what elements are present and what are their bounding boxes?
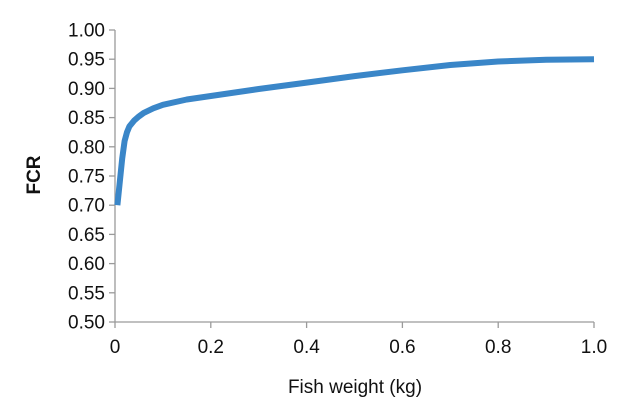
x-tick-label: 1.0: [581, 337, 607, 358]
x-tick-label: 0.6: [389, 337, 415, 358]
y-tick-label: 0.60: [68, 254, 105, 275]
y-tick-label: 0.80: [68, 137, 105, 158]
x-tick-label: 0: [110, 337, 121, 358]
x-tick-label: 0.8: [485, 337, 511, 358]
x-tick-label: 0.4: [293, 337, 320, 358]
y-tick-label: 0.75: [68, 167, 105, 188]
y-tick-label: 1.00: [68, 21, 105, 42]
x-tick-label: 0.2: [198, 337, 224, 358]
y-axis-title: FCR: [24, 155, 45, 194]
y-tick-label: 0.55: [68, 283, 105, 304]
y-tick-label: 0.65: [68, 225, 105, 246]
y-tick-label: 0.70: [68, 196, 105, 217]
y-tick-label: 0.50: [68, 313, 105, 334]
y-tick-label: 0.95: [68, 50, 105, 71]
ticks: 0.500.550.600.650.700.750.800.850.900.95…: [68, 21, 607, 359]
series-line-0: [114, 56, 595, 206]
x-axis-title: Fish weight (kg): [288, 377, 422, 398]
series-layer: [114, 56, 595, 206]
y-tick-label: 0.85: [68, 108, 105, 129]
y-tick-label: 0.90: [68, 79, 105, 100]
